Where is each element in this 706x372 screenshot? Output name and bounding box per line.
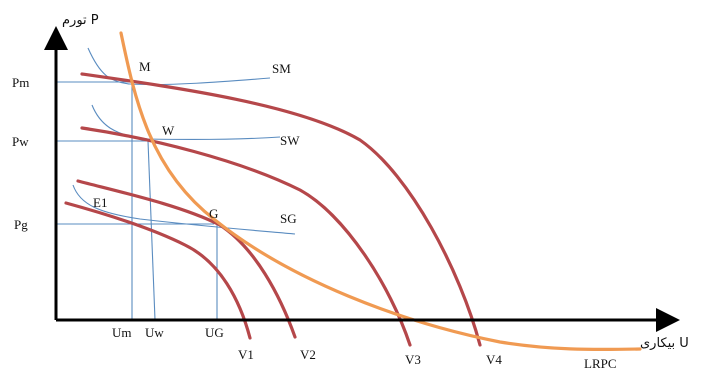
label-sw: SW: [280, 133, 300, 148]
point-g: G: [209, 206, 218, 221]
label-v4: V4: [486, 352, 502, 367]
label-lrpc: LRPC: [584, 356, 617, 371]
y-axis-title: تورم P: [62, 13, 99, 28]
v1-curve: [64, 201, 252, 340]
label-sm: SM: [272, 61, 291, 76]
sg-curve: [72, 184, 296, 235]
y-tick-pg: Pg: [14, 217, 28, 232]
lrpc-curve: [119, 31, 642, 352]
x-axis-title: بیکاری U: [640, 336, 689, 351]
y-tick-pw: Pw: [12, 134, 29, 149]
x-tick-uw: Uw: [145, 325, 164, 340]
y-tick-pm: Pm: [12, 75, 29, 90]
sm-curve: [87, 47, 271, 86]
point-m: M: [139, 59, 151, 74]
v2-curve: [76, 179, 297, 339]
v4-curve: [80, 72, 482, 347]
sw-curve: [91, 104, 281, 140]
label-v1: V1: [238, 347, 254, 362]
point-e1: E1: [93, 195, 107, 210]
x-tick-um: Um: [112, 325, 132, 340]
label-sg: SG: [280, 211, 297, 226]
v3-curve: [80, 126, 412, 347]
x-tick-ug: UG: [205, 325, 224, 340]
label-v3: V3: [405, 352, 421, 367]
point-w: W: [162, 123, 175, 138]
label-v2: V2: [300, 347, 316, 362]
